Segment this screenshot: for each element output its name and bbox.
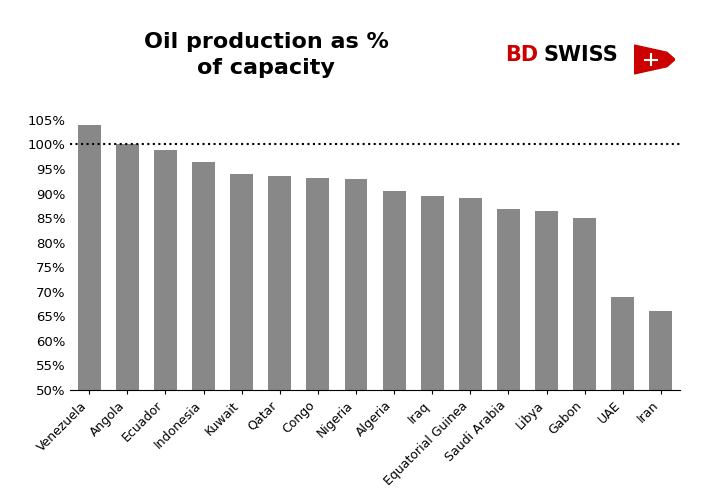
Text: BD: BD	[505, 45, 538, 65]
Bar	[649, 312, 672, 500]
Bar	[459, 198, 482, 500]
Bar	[421, 196, 444, 500]
Text: SWISS: SWISS	[543, 45, 618, 65]
Bar	[345, 179, 367, 500]
Text: of capacity: of capacity	[198, 58, 335, 78]
Bar	[154, 150, 177, 500]
Bar	[497, 209, 520, 500]
Polygon shape	[634, 45, 675, 74]
Bar	[535, 210, 558, 500]
Text: Oil production as %: Oil production as %	[144, 32, 389, 52]
Bar	[383, 191, 405, 500]
Bar	[573, 218, 596, 500]
Bar	[611, 296, 634, 500]
Bar	[116, 144, 139, 500]
Bar	[78, 124, 101, 500]
Bar	[192, 162, 215, 500]
Bar	[230, 174, 253, 500]
Bar	[306, 178, 329, 500]
Bar	[268, 176, 291, 500]
